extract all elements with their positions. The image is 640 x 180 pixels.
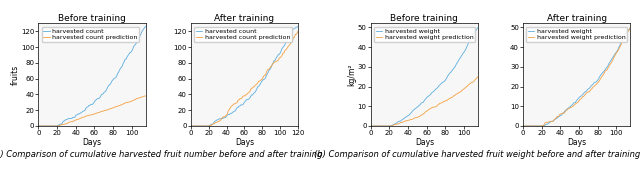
harvested count	[122, 58, 129, 60]
harvested weight	[432, 88, 440, 90]
harvested weight	[403, 115, 411, 117]
Line: harvested weight prediction: harvested weight prediction	[371, 77, 478, 126]
Legend: harvested weight, harvested weight prediction: harvested weight, harvested weight predi…	[374, 26, 475, 42]
Legend: harvested weight, harvested weight prediction: harvested weight, harvested weight predi…	[526, 26, 627, 42]
harvested weight prediction	[439, 101, 447, 103]
Y-axis label: kg/m²: kg/m²	[347, 64, 356, 86]
harvested weight prediction	[454, 93, 461, 95]
harvested count prediction	[134, 97, 141, 99]
harvested count prediction	[122, 102, 129, 104]
harvested weight prediction	[591, 84, 599, 86]
harvested count	[134, 40, 141, 42]
harvested count	[287, 31, 295, 34]
harvested count prediction	[254, 82, 262, 84]
Line: harvested weight: harvested weight	[523, 27, 630, 126]
X-axis label: Days: Days	[235, 138, 254, 147]
harvested weight prediction	[618, 41, 626, 43]
harvested count prediction	[187, 125, 195, 127]
harvested weight prediction	[556, 114, 563, 116]
X-axis label: Days: Days	[567, 138, 586, 147]
Title: After training: After training	[547, 14, 607, 23]
Legend: harvested count, harvested count prediction: harvested count, harvested count predict…	[42, 26, 140, 42]
Text: (b) Comparison of cumulative harvested fruit weight before and after training: (b) Comparison of cumulative harvested f…	[314, 150, 640, 159]
Line: harvested count prediction: harvested count prediction	[38, 96, 146, 126]
Line: harvested count: harvested count	[191, 27, 298, 126]
harvested weight	[454, 61, 461, 63]
harvested count	[106, 83, 114, 85]
Title: After training: After training	[214, 14, 275, 23]
harvested weight prediction	[627, 26, 634, 28]
harvested count prediction	[212, 121, 220, 123]
harvested count prediction	[198, 125, 205, 127]
harvested weight prediction	[367, 125, 374, 127]
harvested count	[71, 116, 79, 118]
Y-axis label: fruits: fruits	[10, 65, 19, 85]
harvested weight prediction	[403, 120, 411, 122]
harvested count	[100, 92, 108, 94]
harvested weight	[606, 61, 614, 63]
harvested weight prediction	[606, 64, 614, 66]
harvested count prediction	[232, 102, 240, 104]
Line: harvested weight prediction: harvested weight prediction	[523, 27, 630, 126]
harvested weight prediction	[609, 59, 616, 61]
harvested count prediction	[294, 30, 302, 32]
harvested weight	[466, 40, 474, 42]
harvested count prediction	[124, 101, 132, 103]
Line: harvested count prediction: harvested count prediction	[191, 31, 298, 126]
harvested weight prediction	[584, 91, 592, 93]
harvested count	[198, 125, 205, 127]
harvested weight prediction	[474, 76, 482, 78]
harvested count	[232, 107, 240, 110]
harvested count prediction	[259, 76, 267, 78]
harvested count	[35, 125, 42, 127]
harvested weight	[584, 88, 592, 90]
harvested weight	[367, 125, 374, 127]
harvested weight	[556, 115, 563, 117]
harvested count	[259, 79, 267, 81]
harvested count	[124, 54, 132, 57]
harvested weight	[474, 26, 482, 28]
harvested weight	[519, 125, 527, 127]
X-axis label: Days: Days	[415, 138, 434, 147]
harvested weight prediction	[519, 125, 527, 127]
harvested weight	[439, 81, 447, 84]
harvested count	[187, 125, 195, 127]
Line: harvested count: harvested count	[38, 27, 146, 126]
Title: Before training: Before training	[390, 14, 458, 23]
X-axis label: Days: Days	[83, 138, 102, 147]
Legend: harvested count, harvested count prediction: harvested count, harvested count predict…	[194, 26, 292, 42]
Text: (a) Comparison of cumulative harvested fruit number before and after training: (a) Comparison of cumulative harvested f…	[0, 150, 322, 159]
harvested weight	[609, 57, 616, 59]
harvested count	[142, 26, 150, 28]
harvested count prediction	[71, 119, 79, 121]
Line: harvested weight: harvested weight	[371, 27, 478, 126]
harvested count prediction	[35, 125, 42, 127]
harvested weight prediction	[432, 105, 440, 108]
harvested count prediction	[287, 42, 295, 44]
harvested weight	[618, 40, 626, 42]
harvested count	[212, 120, 220, 122]
harvested count	[294, 26, 302, 28]
harvested count	[254, 86, 262, 88]
harvested weight prediction	[456, 91, 464, 93]
harvested weight	[591, 81, 599, 84]
Title: Before training: Before training	[58, 14, 126, 23]
harvested weight prediction	[466, 83, 474, 85]
harvested count prediction	[100, 110, 108, 112]
harvested count prediction	[106, 108, 114, 110]
harvested weight	[627, 26, 634, 28]
harvested count prediction	[142, 95, 150, 97]
harvested weight	[456, 57, 464, 59]
